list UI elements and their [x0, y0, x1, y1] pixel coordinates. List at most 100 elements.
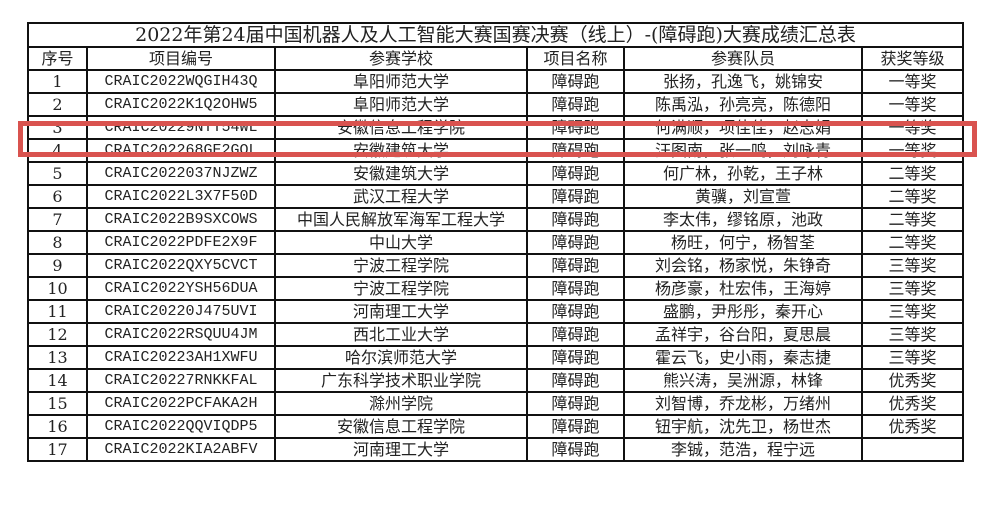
cell-project-name: 障碍跑 [526, 253, 625, 278]
cell-school: 武汉工程大学 [274, 184, 528, 209]
cell-award: 一等奖 [861, 69, 964, 94]
cell-project-id: CRAIC2022QQVIQDP5 [86, 414, 276, 439]
table-row: 6 CRAIC2022L3X7F50D 武汉工程大学 障碍跑 黄骥，刘宣萱 二等奖 [27, 184, 964, 209]
cell-members: 何满顺，项佳佳，赵志娟 [623, 115, 863, 140]
cell-project-name: 障碍跑 [526, 322, 625, 347]
cell-project-id: CRAIC2022PCFAKA2H [86, 391, 276, 416]
cell-members: 杨彦豪，杜宏伟，王海婷 [623, 276, 863, 301]
cell-index: 9 [27, 253, 88, 278]
cell-award: 三等奖 [861, 276, 964, 301]
cell-award: 一等奖 [861, 92, 964, 117]
cell-school: 河南理工大学 [274, 437, 528, 462]
cell-members: 黄骥，刘宣萱 [623, 184, 863, 209]
cell-school: 哈尔滨师范大学 [274, 345, 528, 370]
cell-project-name: 障碍跑 [526, 69, 625, 94]
cell-school: 中山大学 [274, 230, 528, 255]
cell-members: 李铖，范浩，程宁远 [623, 437, 863, 462]
table-row: 8 CRAIC2022PDFE2X9F 中山大学 障碍跑 杨旺，何宁，杨智荃 二等奖 [27, 230, 964, 255]
cell-index: 8 [27, 230, 88, 255]
cell-index: 7 [27, 207, 88, 232]
cell-project-id: CRAIC2022KIA2ABFV [86, 437, 276, 462]
cell-index: 16 [27, 414, 88, 439]
cell-award: 二等奖 [861, 207, 964, 232]
cell-project-id: CRAIC20229NTT54WL [86, 115, 276, 140]
cell-project-name: 障碍跑 [526, 276, 625, 301]
header-members: 参赛队员 [623, 46, 863, 71]
table-row: 11 CRAIC20220J475UVI 河南理工大学 障碍跑 盛鹏，尹彤彤，秦开心 三等… [27, 299, 964, 324]
cell-school: 西北工业大学 [274, 322, 528, 347]
cell-award: 优秀奖 [861, 414, 964, 439]
cell-school: 阜阳师范大学 [274, 92, 528, 117]
cell-project-name: 障碍跑 [526, 92, 625, 117]
cell-award: 二等奖 [861, 230, 964, 255]
cell-school: 安徽建筑大学 [274, 138, 528, 163]
cell-project-id: CRAIC2022L3X7F50D [86, 184, 276, 209]
cell-project-name: 障碍跑 [526, 414, 625, 439]
cell-school: 安徽建筑大学 [274, 161, 528, 186]
cell-school: 宁波工程学院 [274, 253, 528, 278]
cell-award: 三等奖 [861, 299, 964, 324]
cell-project-id: CRAIC202268GE2GOL [86, 138, 276, 163]
cell-members: 盛鹏，尹彤彤，秦开心 [623, 299, 863, 324]
cell-school: 安徽信息工程学院 [274, 115, 528, 140]
table-row: 13 CRAIC20223AH1XWFU 哈尔滨师范大学 障碍跑 霍云飞，史小雨，秦志捷… [27, 345, 964, 370]
cell-project-id: CRAIC2022WQGIH43Q [86, 69, 276, 94]
table-row: 4 CRAIC202268GE2GOL 安徽建筑大学 障碍跑 汪图南，张一鸣，刘咏青 一等… [27, 138, 964, 163]
cell-members: 熊兴涛，吴洲源，林锋 [623, 368, 863, 393]
cell-project-id: CRAIC20220J475UVI [86, 299, 276, 324]
cell-project-id: CRAIC2022K1Q2OHW5 [86, 92, 276, 117]
cell-project-name: 障碍跑 [526, 115, 625, 140]
cell-school: 滁州学院 [274, 391, 528, 416]
cell-school: 安徽信息工程学院 [274, 414, 528, 439]
cell-award: 三等奖 [861, 253, 964, 278]
cell-project-id: CRAIC2022B9SXCOWS [86, 207, 276, 232]
cell-index: 1 [27, 69, 88, 94]
cell-members: 杨旺，何宁，杨智荃 [623, 230, 863, 255]
cell-index: 14 [27, 368, 88, 393]
cell-award: 三等奖 [861, 322, 964, 347]
cell-project-name: 障碍跑 [526, 230, 625, 255]
cell-members: 张扬，孔逸飞，姚锦安 [623, 69, 863, 94]
table-row: 16 CRAIC2022QQVIQDP5 安徽信息工程学院 障碍跑 钮宇航，沈先卫，杨世… [27, 414, 964, 439]
table-row: 2 CRAIC2022K1Q2OHW5 阜阳师范大学 障碍跑 陈禹泓，孙亮亮，陈德阳 一等… [27, 92, 964, 117]
cell-members: 孟祥宇，谷台阳，夏思晨 [623, 322, 863, 347]
cell-members: 钮宇航，沈先卫，杨世杰 [623, 414, 863, 439]
cell-award: 一等奖 [861, 138, 964, 163]
table-row: 1 CRAIC2022WQGIH43Q 阜阳师范大学 障碍跑 张扬，孔逸飞，姚锦安 一等奖 [27, 69, 964, 94]
cell-index: 5 [27, 161, 88, 186]
cell-project-name: 障碍跑 [526, 299, 625, 324]
cell-award [861, 437, 964, 462]
table-row: 9 CRAIC2022QXY5CVCT 宁波工程学院 障碍跑 刘会铭，杨家悦，朱铮奇 三等… [27, 253, 964, 278]
cell-project-name: 障碍跑 [526, 138, 625, 163]
table-row: 7 CRAIC2022B9SXCOWS 中国人民解放军海军工程大学 障碍跑 李太伟，缪铭… [27, 207, 964, 232]
cell-award: 优秀奖 [861, 368, 964, 393]
cell-index: 3 [27, 115, 88, 140]
cell-school: 广东科学技术职业学院 [274, 368, 528, 393]
cell-index: 10 [27, 276, 88, 301]
cell-project-id: CRAIC2022YSH56DUA [86, 276, 276, 301]
table-row: 3 CRAIC20229NTT54WL 安徽信息工程学院 障碍跑 何满顺，项佳佳，赵志娟… [27, 115, 964, 140]
table-row: 17 CRAIC2022KIA2ABFV 河南理工大学 障碍跑 李铖，范浩，程宁远 [27, 437, 964, 462]
cell-index: 13 [27, 345, 88, 370]
header-school: 参赛学校 [274, 46, 528, 71]
table-row: 15 CRAIC2022PCFAKA2H 滁州学院 障碍跑 刘智博，乔龙彬，万绪州 优秀奖 [27, 391, 964, 416]
cell-project-id: CRAIC20223AH1XWFU [86, 345, 276, 370]
cell-school: 河南理工大学 [274, 299, 528, 324]
cell-school: 阜阳师范大学 [274, 69, 528, 94]
cell-project-name: 障碍跑 [526, 207, 625, 232]
cell-award: 二等奖 [861, 161, 964, 186]
results-table: 2022年第24届中国机器人及人工智能大赛国赛决赛（线上）-(障碍跑)大赛成绩汇… [27, 22, 964, 462]
cell-award: 二等奖 [861, 184, 964, 209]
cell-members: 刘智博，乔龙彬，万绪州 [623, 391, 863, 416]
cell-award: 一等奖 [861, 115, 964, 140]
cell-school: 中国人民解放军海军工程大学 [274, 207, 528, 232]
cell-index: 6 [27, 184, 88, 209]
cell-award: 优秀奖 [861, 391, 964, 416]
cell-members: 何广林，孙乾，王子林 [623, 161, 863, 186]
cell-members: 刘会铭，杨家悦，朱铮奇 [623, 253, 863, 278]
cell-project-id: CRAIC2022PDFE2X9F [86, 230, 276, 255]
table-row: 14 CRAIC20227RNKKFAL 广东科学技术职业学院 障碍跑 熊兴涛，吴洲源，… [27, 368, 964, 393]
cell-award: 三等奖 [861, 345, 964, 370]
cell-project-name: 障碍跑 [526, 437, 625, 462]
cell-project-id: CRAIC2022QXY5CVCT [86, 253, 276, 278]
